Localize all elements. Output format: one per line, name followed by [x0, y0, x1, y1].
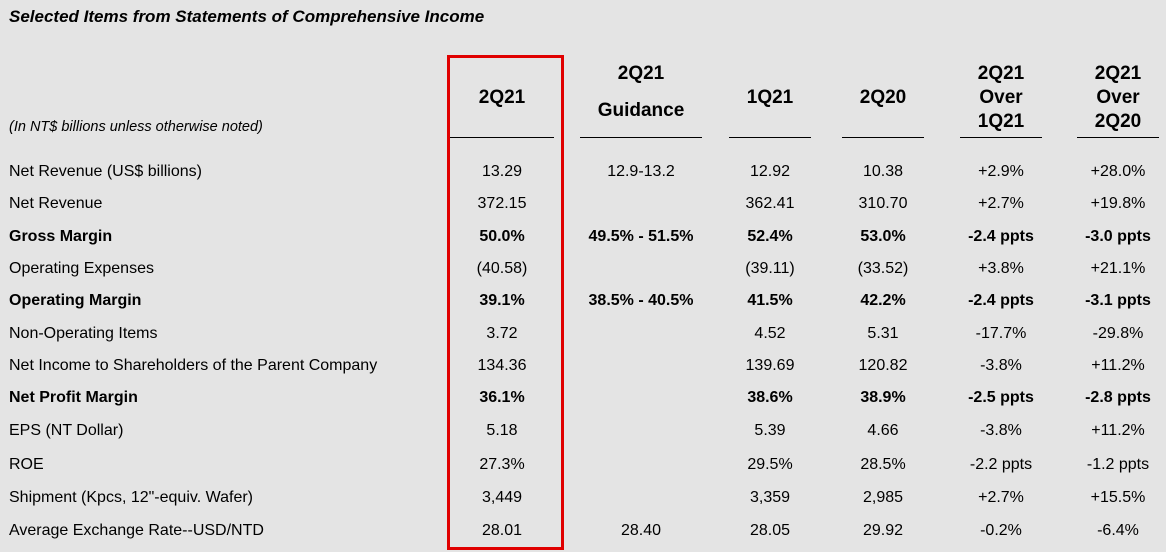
table-cell: +2.7% [978, 489, 1024, 506]
column-header: Over [979, 87, 1023, 108]
table-cell: (39.11) [745, 260, 795, 277]
table-cell: +11.2% [1091, 357, 1145, 374]
table-cell: +2.9% [978, 163, 1024, 180]
current-quarter-highlight [447, 55, 564, 550]
page-title: Selected Items from Statements of Compre… [9, 7, 485, 26]
table-cell: 28.5% [860, 456, 906, 473]
table-cell: 28.40 [620, 522, 662, 539]
table-cell: 29.5% [747, 456, 793, 473]
table-cell: 13.29 [481, 163, 523, 180]
table-cell: +19.8% [1090, 195, 1146, 212]
column-header: 2Q21 [617, 63, 665, 84]
table-cell: 372.15 [477, 195, 527, 212]
table-cell: 52.4% [747, 228, 793, 245]
table-cell: 50.0% [479, 228, 525, 245]
row-label: Operating Margin [9, 292, 142, 309]
table-cell: 38.6% [747, 389, 793, 406]
table-cell: +3.8% [978, 260, 1024, 277]
table-cell: 120.82 [858, 357, 908, 374]
column-header: 2Q21 [977, 63, 1025, 84]
table-cell: 2,985 [862, 489, 904, 506]
table-cell: 4.52 [754, 325, 786, 342]
column-header: Guidance [597, 100, 685, 121]
column-header: 1Q21 [977, 111, 1025, 132]
table-cell: 28.05 [749, 522, 791, 539]
table-cell: -3.8% [980, 357, 1022, 374]
row-label: Net Revenue [9, 195, 103, 212]
table-cell: 10.38 [862, 163, 904, 180]
table-cell: +2.7% [978, 195, 1024, 212]
table-cell: 5.18 [486, 422, 518, 439]
table-cell: 49.5% - 51.5% [588, 228, 694, 245]
row-label: Gross Margin [9, 228, 113, 245]
table-cell: 29.92 [862, 522, 904, 539]
table-cell: 38.9% [860, 389, 906, 406]
table-cell: 3,359 [749, 489, 791, 506]
row-label: Average Exchange Rate--USD/NTD [9, 522, 264, 539]
table-cell: 39.1% [479, 292, 525, 309]
table-cell: +15.5% [1090, 489, 1146, 506]
table-cell: 38.5% - 40.5% [588, 292, 694, 309]
table-cell: 4.66 [867, 422, 899, 439]
table-cell: +28.0% [1090, 163, 1146, 180]
table-cell: 27.3% [479, 456, 525, 473]
table-cell: -3.1 ppts [1085, 292, 1151, 309]
table-cell: (33.52) [857, 260, 909, 277]
column-header: 1Q21 [746, 87, 794, 108]
table-cell: 139.69 [745, 357, 795, 374]
column-header: 2Q21 [1094, 63, 1142, 84]
header-underline [960, 137, 1042, 138]
table-cell: (40.58) [476, 260, 528, 277]
table-cell: 53.0% [860, 228, 906, 245]
column-header: Over [1096, 87, 1140, 108]
table-cell: 12.9-13.2 [607, 163, 675, 180]
table-cell: 3,449 [481, 489, 523, 506]
column-header: 2Q20 [859, 87, 907, 108]
table-cell: 41.5% [747, 292, 793, 309]
table-cell: 3.72 [486, 325, 518, 342]
table-cell: -2.5 ppts [968, 389, 1034, 406]
table-cell: -3.0 ppts [1085, 228, 1151, 245]
table-cell: -2.2 ppts [969, 456, 1033, 473]
header-underline [729, 137, 811, 138]
table-cell: 5.31 [867, 325, 899, 342]
table-cell: 310.70 [858, 195, 908, 212]
row-label: Net Profit Margin [9, 389, 138, 406]
header-underline [580, 137, 702, 138]
table-cell: 28.01 [481, 522, 523, 539]
column-header: 2Q20 [1094, 111, 1142, 132]
table-cell: -2.4 ppts [968, 228, 1034, 245]
table-cell: -6.4% [1097, 522, 1139, 539]
row-label: Operating Expenses [9, 260, 154, 277]
row-label: Non-Operating Items [9, 325, 158, 342]
row-label: EPS (NT Dollar) [9, 422, 124, 439]
row-label: ROE [9, 456, 44, 473]
table-cell: -3.8% [980, 422, 1022, 439]
units-note: (In NT$ billions unless otherwise noted) [9, 119, 263, 135]
table-cell: +21.1% [1090, 260, 1146, 277]
table-cell: -29.8% [1092, 325, 1144, 342]
row-label: Net Revenue (US$ billions) [9, 163, 202, 180]
table-cell: 134.36 [477, 357, 527, 374]
table-cell: -2.4 ppts [968, 292, 1034, 309]
table-cell: 12.92 [749, 163, 791, 180]
header-underline [450, 137, 554, 138]
table-cell: +11.2% [1091, 422, 1145, 439]
table-cell: 42.2% [860, 292, 906, 309]
column-header: 2Q21 [478, 87, 526, 108]
table-cell: 5.39 [754, 422, 786, 439]
header-underline [842, 137, 924, 138]
table-cell: 36.1% [479, 389, 525, 406]
table-cell: 362.41 [745, 195, 795, 212]
table-cell: -1.2 ppts [1086, 456, 1150, 473]
table-cell: -17.7% [975, 325, 1027, 342]
table-cell: -2.8 ppts [1085, 389, 1151, 406]
row-label: Shipment (Kpcs, 12"-equiv. Wafer) [9, 489, 253, 506]
header-underline [1077, 137, 1159, 138]
table-cell: -0.2% [980, 522, 1022, 539]
row-label: Net Income to Shareholders of the Parent… [9, 357, 378, 374]
